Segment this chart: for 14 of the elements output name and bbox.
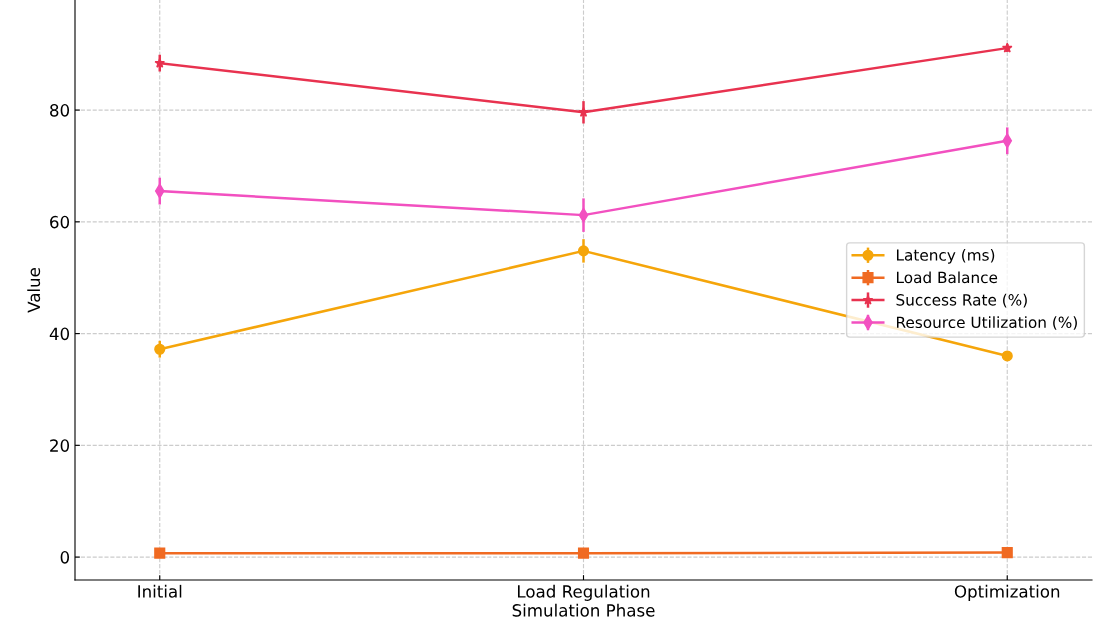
y-axis-title: Value xyxy=(27,268,41,313)
legend-label: Latency (ms) xyxy=(897,248,995,264)
y-tick-label: 40 xyxy=(49,327,70,341)
x-tick-label: Initial xyxy=(138,584,182,598)
legend-label: Load Balance xyxy=(897,271,998,284)
y-tick-label: 20 xyxy=(50,439,70,452)
y-tick-label: 60 xyxy=(50,215,70,229)
x-tick-label: Optimization xyxy=(954,584,1060,601)
legend-label: Resource Utilization (%) xyxy=(897,316,1077,330)
y-tick-label: 0 xyxy=(60,551,70,564)
x-tick-label: Load Regulation xyxy=(517,584,650,601)
y-tick-label: 80 xyxy=(50,104,70,117)
x-axis-title: Simulation Phase xyxy=(512,603,655,617)
legend-label: Success Rate (%) xyxy=(896,293,1027,308)
